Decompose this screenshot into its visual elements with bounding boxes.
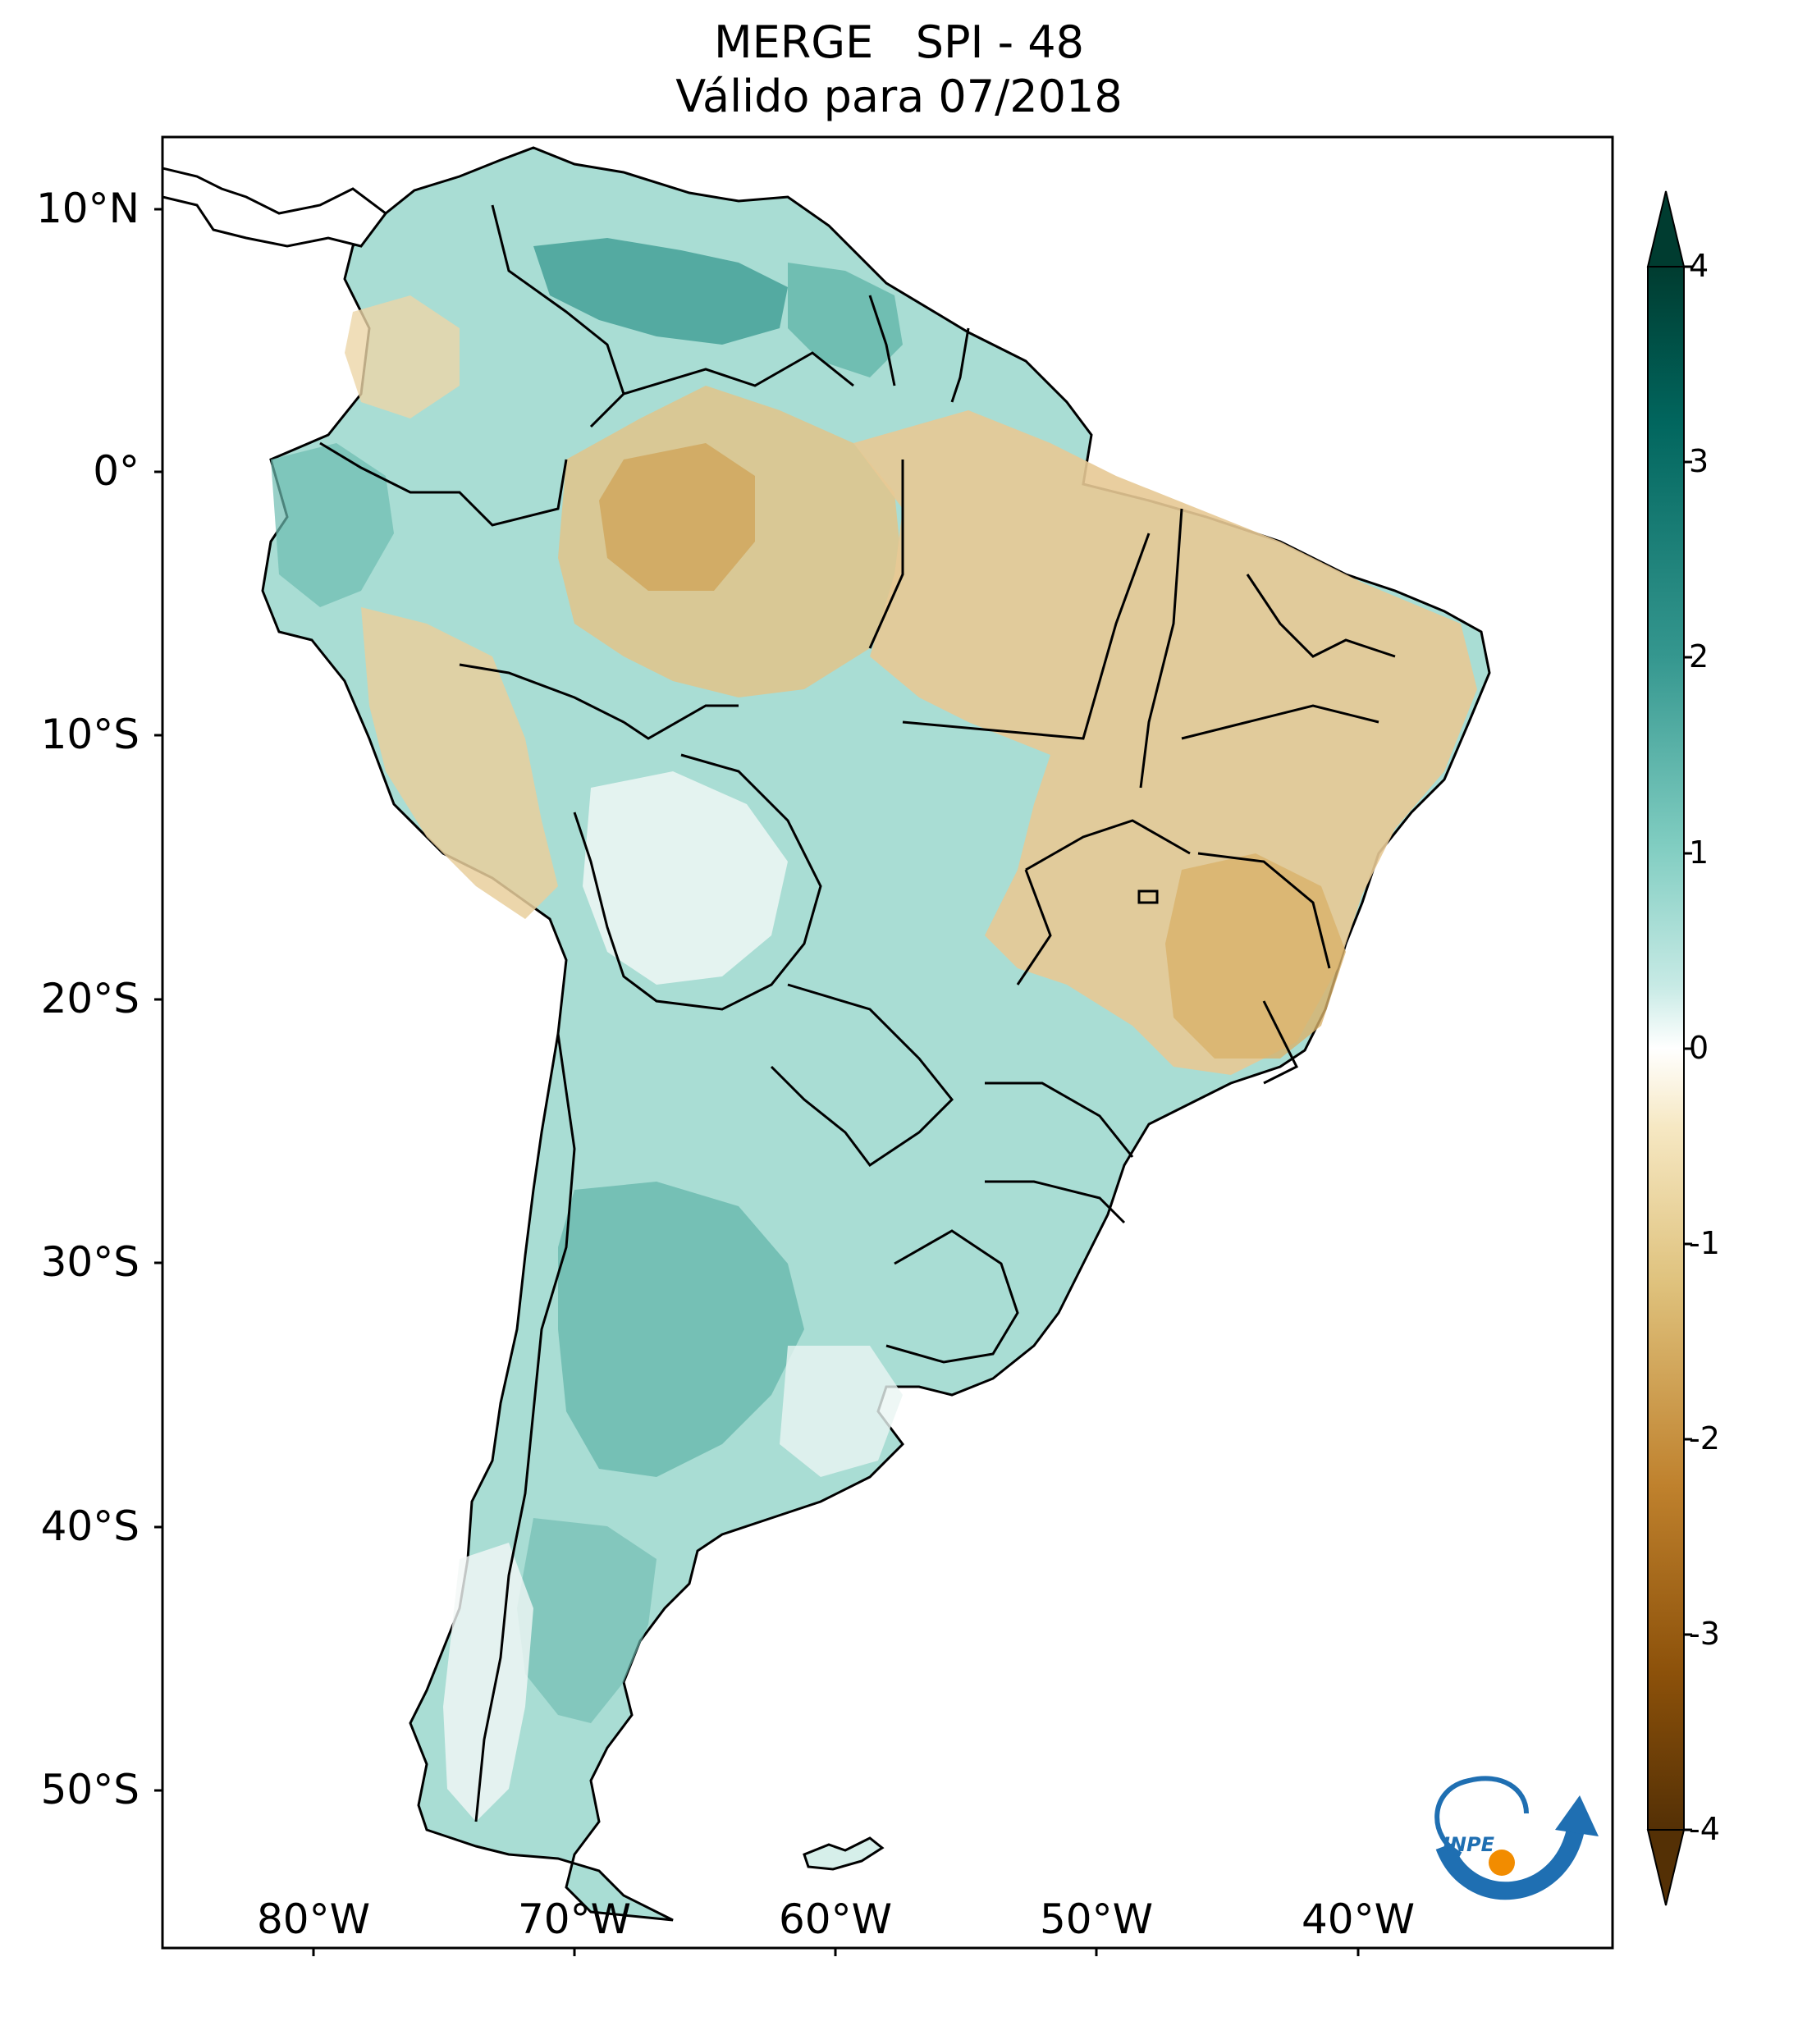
border-brazil-states-6 xyxy=(1197,852,1331,969)
colorbar xyxy=(1646,190,1692,1906)
inpe-logo-text: INPE xyxy=(1443,1833,1495,1856)
lon-tick-label: 60°W xyxy=(778,1895,893,1943)
colorbar-label: -4 xyxy=(1689,1811,1720,1847)
colorbar-label: 4 xyxy=(1689,248,1709,284)
lat-tick-label: 30°S xyxy=(40,1238,140,1286)
lat-tick-label: 50°S xyxy=(40,1766,140,1813)
border-guyana-suriname xyxy=(868,295,896,386)
wet-region-argentina xyxy=(558,1182,804,1477)
colorbar-label: 1 xyxy=(1689,835,1709,871)
neutral-region-buenos-aires xyxy=(780,1346,903,1477)
lat-tick-label: 0° xyxy=(93,447,140,495)
colorbar-label: 2 xyxy=(1689,638,1709,674)
lon-tick-label: 40°W xyxy=(1301,1895,1416,1943)
wet-region-guyana xyxy=(788,263,903,377)
border-uruguay xyxy=(885,1229,1019,1364)
neutral-region-chile-south xyxy=(443,1543,533,1822)
inpe-logo: INPE xyxy=(1434,1776,1599,1900)
border-brazil-states-9 xyxy=(985,1081,1134,1158)
map-title: MERGE SPI - 48 xyxy=(714,16,1084,68)
lat-tick-label: 10°S xyxy=(40,711,140,758)
lon-tick-label: 50°W xyxy=(1039,1895,1154,1943)
dry-region-amazon-core xyxy=(599,443,755,591)
map-frame xyxy=(161,135,1614,1950)
border-brazil-states-10 xyxy=(985,1180,1126,1224)
lat-tick-label: 40°S xyxy=(40,1502,140,1550)
border-brazil-states-1 xyxy=(868,460,904,649)
lat-tick-label: 20°S xyxy=(40,975,140,1022)
country-borders xyxy=(319,204,1396,1822)
neutral-region-bolivia xyxy=(583,771,788,985)
border-colombia-ecuador-peru xyxy=(319,441,568,527)
dry-region-peru xyxy=(361,607,558,919)
colorbar-label: 0 xyxy=(1689,1030,1709,1066)
central-america-landmass xyxy=(162,167,388,248)
border-bolivia xyxy=(573,753,822,1011)
border-brazil-states-7 xyxy=(1246,574,1396,658)
border-paraguay xyxy=(770,983,954,1168)
border-venezuela-colombia xyxy=(491,204,625,428)
map-area xyxy=(162,137,1613,1948)
border-brazil-states-8 xyxy=(1181,704,1379,740)
axis-ticks xyxy=(154,208,1360,1956)
lat-tick-label: 10°N xyxy=(35,185,140,232)
colorbar-label: 3 xyxy=(1689,443,1709,479)
border-brazil-states-2 xyxy=(902,533,1151,740)
border-venezuela-brazil xyxy=(623,351,854,396)
map-subtitle: Válido para 07/2018 xyxy=(675,71,1123,122)
border-brazil-states-11 xyxy=(1262,1000,1299,1085)
wet-region-patagonia xyxy=(517,1518,657,1723)
lon-tick-label: 80°W xyxy=(256,1895,371,1943)
border-peru-brazil xyxy=(459,663,739,740)
border-brazil-states-4 xyxy=(1025,819,1191,871)
border-brazil-states-3 xyxy=(1139,508,1183,789)
wet-region-ecuador xyxy=(271,443,394,607)
wet-region-venezuela xyxy=(533,238,788,345)
border-suriname-guiana xyxy=(950,327,970,403)
colorbar-label: -2 xyxy=(1689,1420,1720,1456)
border-chile-argentina xyxy=(474,1033,576,1822)
border-df xyxy=(1137,889,1159,904)
dry-region-colombia xyxy=(345,295,460,418)
falkland-islands xyxy=(803,1836,885,1871)
dry-region-southeast xyxy=(1165,853,1346,1059)
colorbar-label: -3 xyxy=(1689,1616,1720,1652)
border-brazil-states-5 xyxy=(1016,869,1052,985)
colorbar-label: -1 xyxy=(1689,1225,1720,1261)
lon-tick-label: 70°W xyxy=(517,1895,632,1943)
